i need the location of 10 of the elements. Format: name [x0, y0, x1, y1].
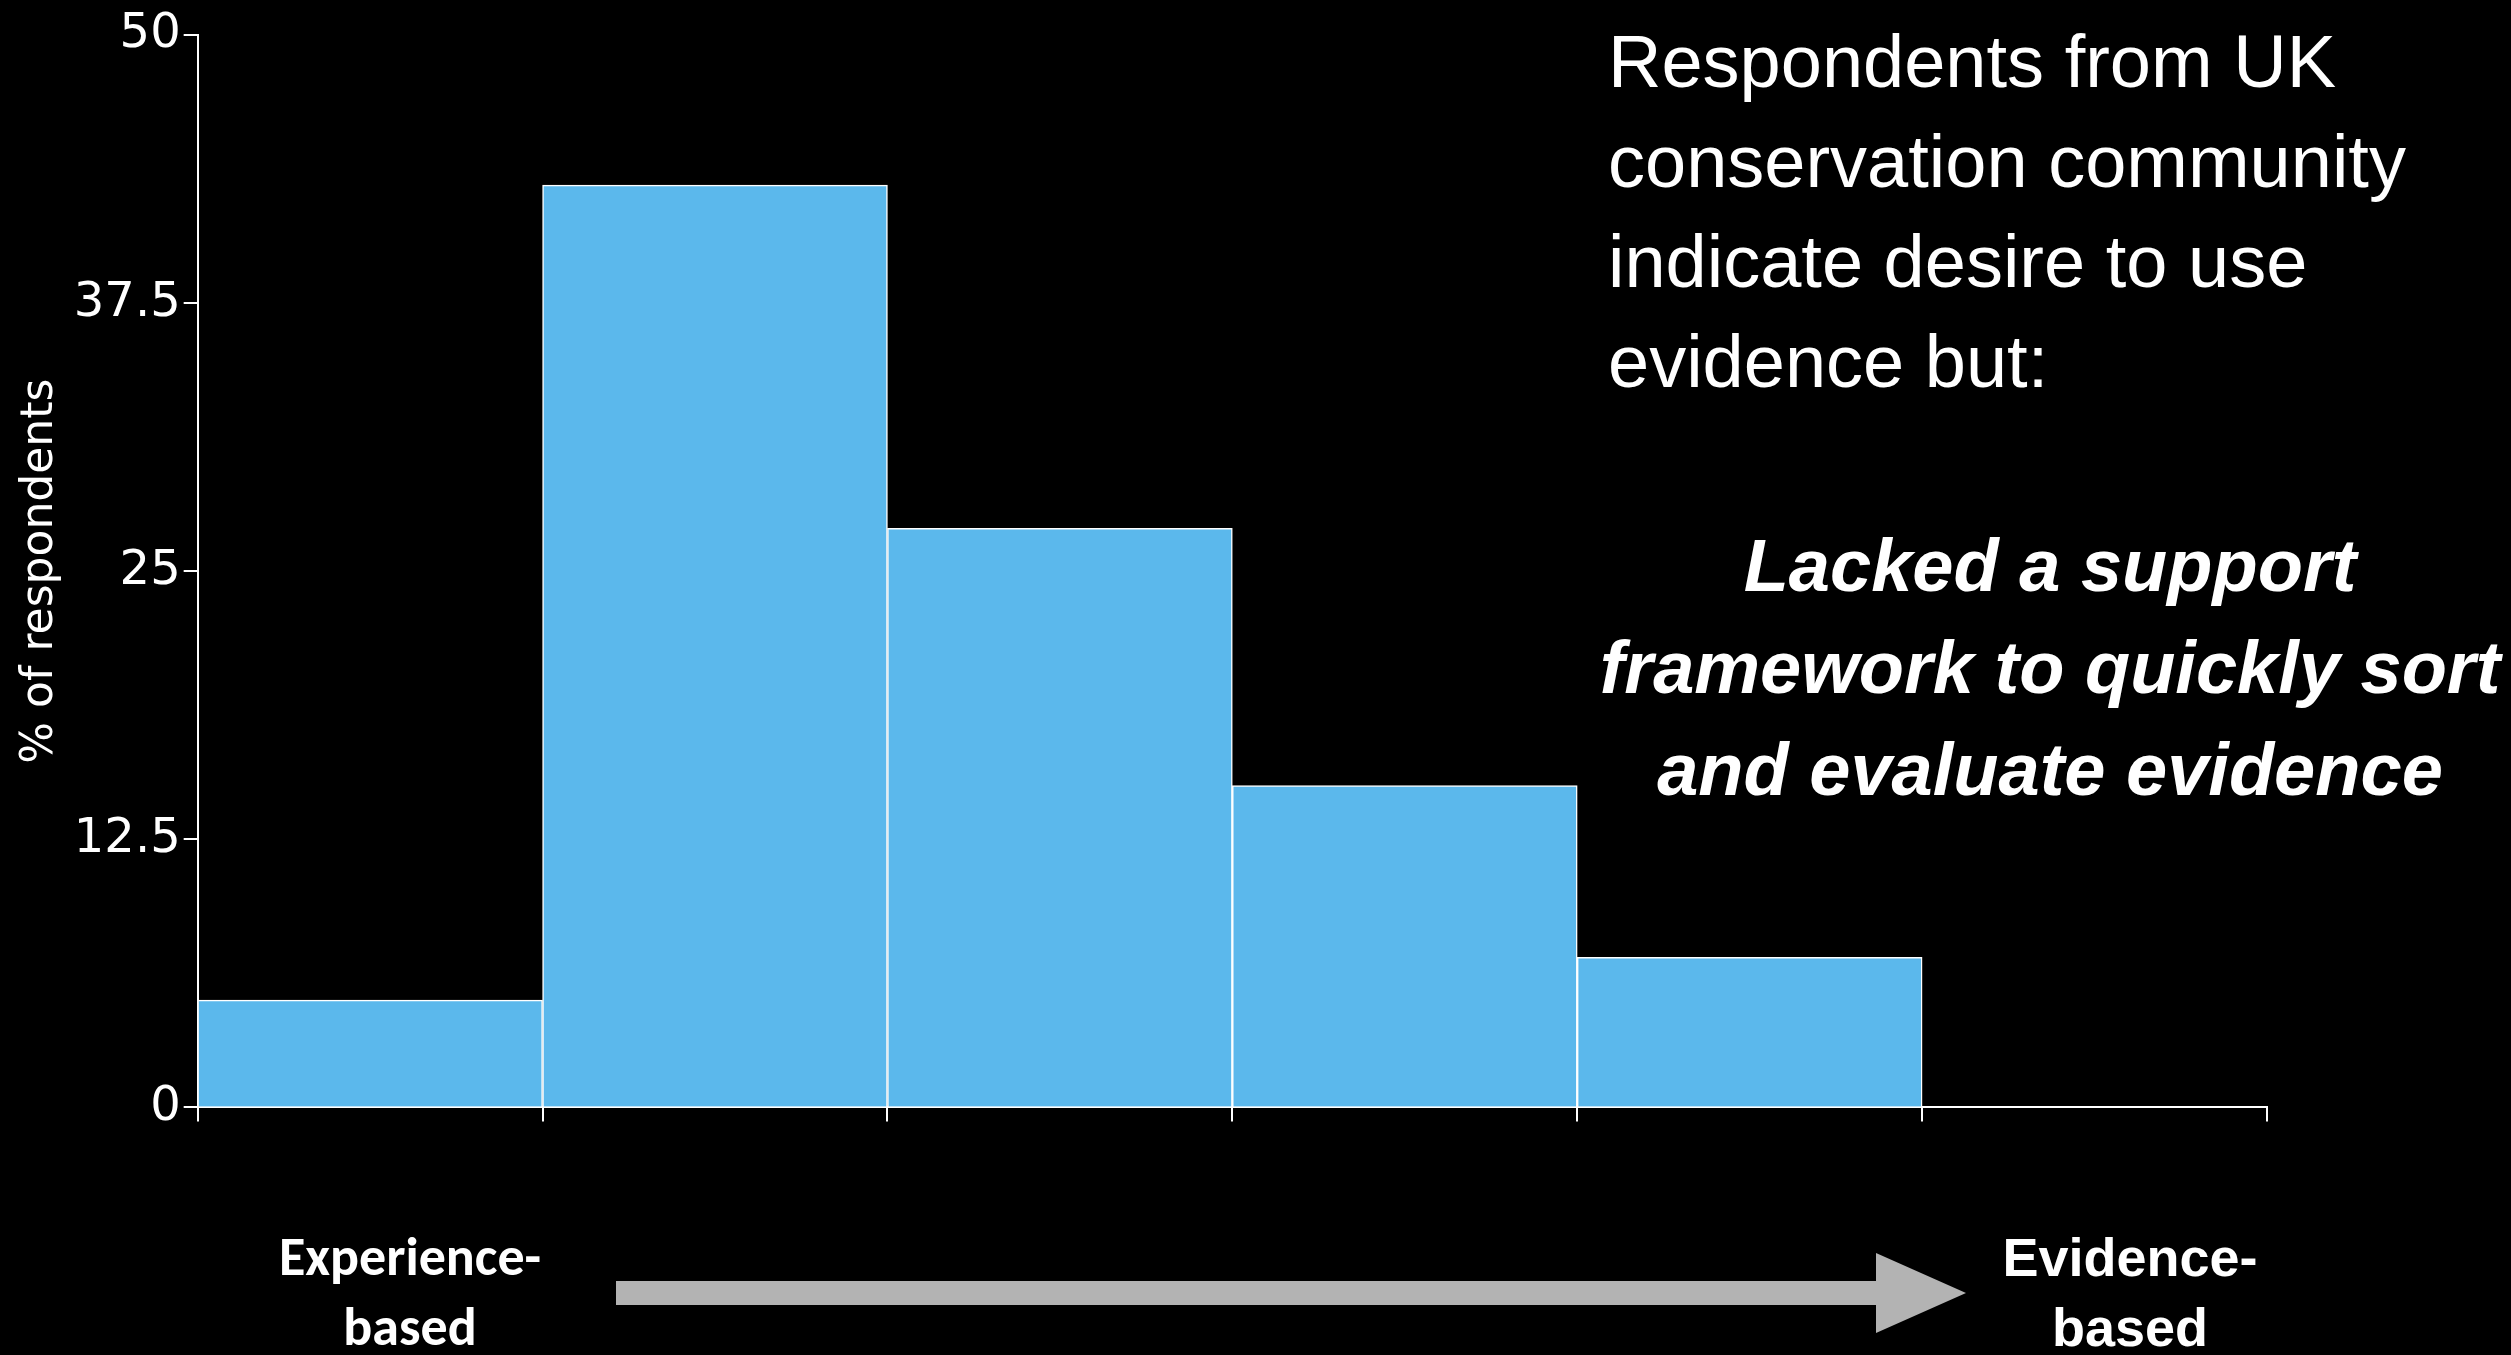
annotation: Lacked a support framework to quickly sort and evaluate evidence [1598, 523, 2504, 813]
text: Experience-based [277, 1223, 543, 1355]
y-tick-label: 50 [119, 2, 181, 59]
y-tick-label: 12.5 [73, 806, 181, 863]
y-axis-title: % of respondents [10, 378, 62, 764]
y-tick-label: 25 [119, 538, 181, 595]
y-tick-label: 0 [150, 1074, 181, 1131]
text: Evidence-based [2001, 1226, 2259, 1355]
annotation: Respondents from UK conservation community indicate desire to use evidence but: [1608, 19, 2407, 405]
y-tick-label: 37.5 [73, 270, 181, 327]
